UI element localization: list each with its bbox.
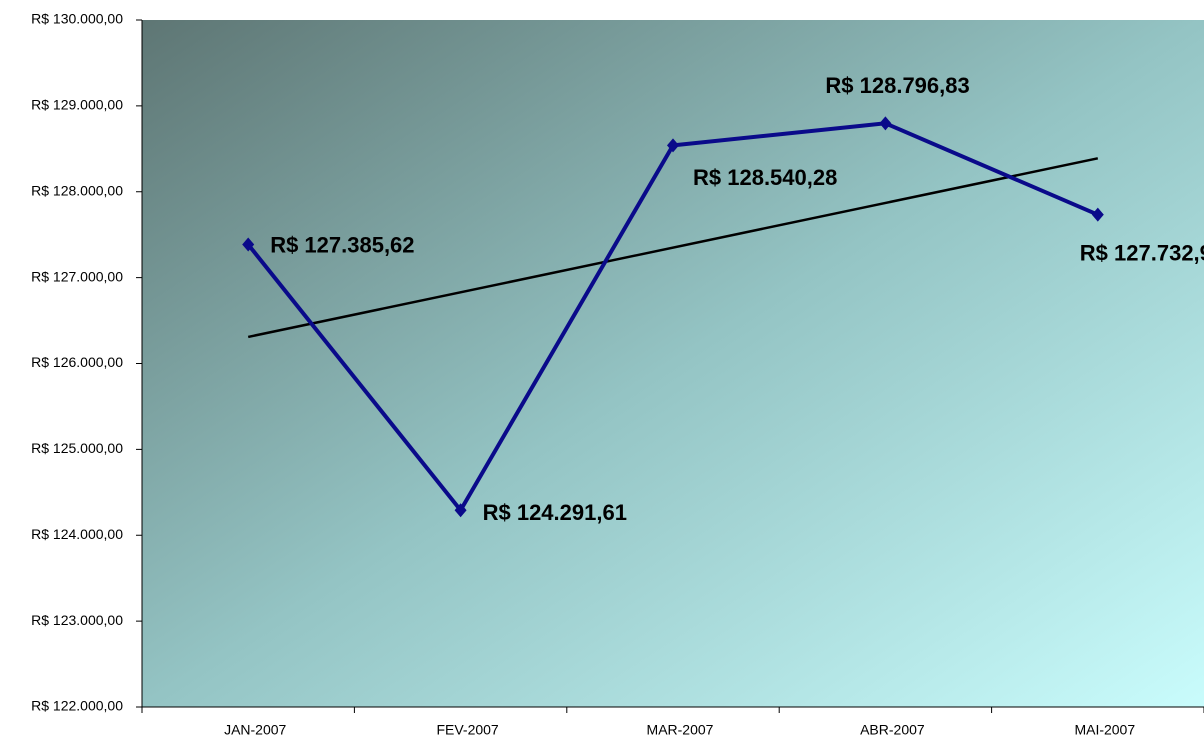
trendline: [247, 157, 1099, 339]
y-tick-label: R$ 124.000,00: [31, 526, 123, 542]
plot-area: [142, 20, 1204, 707]
y-tick-label: R$ 128.000,00: [31, 182, 123, 198]
x-tick-label: FEV-2007: [436, 722, 498, 738]
y-tick-label: R$ 130.000,00: [31, 11, 123, 27]
data-point: [667, 138, 679, 153]
data-label: R$ 127.385,62: [270, 232, 414, 257]
y-tick-label: R$ 129.000,00: [31, 97, 123, 113]
y-tick-label: R$ 127.000,00: [31, 268, 123, 284]
x-tick-label: MAI-2007: [1074, 722, 1135, 738]
y-tick-label: R$ 125.000,00: [31, 440, 123, 456]
data-point: [879, 116, 892, 131]
data-point: [242, 237, 255, 252]
y-tick-label: R$ 122.000,00: [31, 698, 123, 714]
x-tick-label: MAR-2007: [647, 722, 714, 738]
data-point: [454, 503, 467, 518]
data-label: R$ 128.796,83: [825, 73, 969, 98]
x-tick-label: ABR-2007: [860, 722, 925, 738]
y-tick-label: R$ 123.000,00: [31, 612, 123, 628]
x-tick-label: JAN-2007: [224, 722, 286, 738]
data-point: [1091, 207, 1104, 222]
y-tick-label: R$ 126.000,00: [31, 354, 123, 370]
data-label: R$ 128.540,28: [693, 165, 837, 190]
data-label: R$ 127.732,99: [1080, 240, 1204, 265]
data-label: R$ 124.291,61: [483, 500, 627, 525]
